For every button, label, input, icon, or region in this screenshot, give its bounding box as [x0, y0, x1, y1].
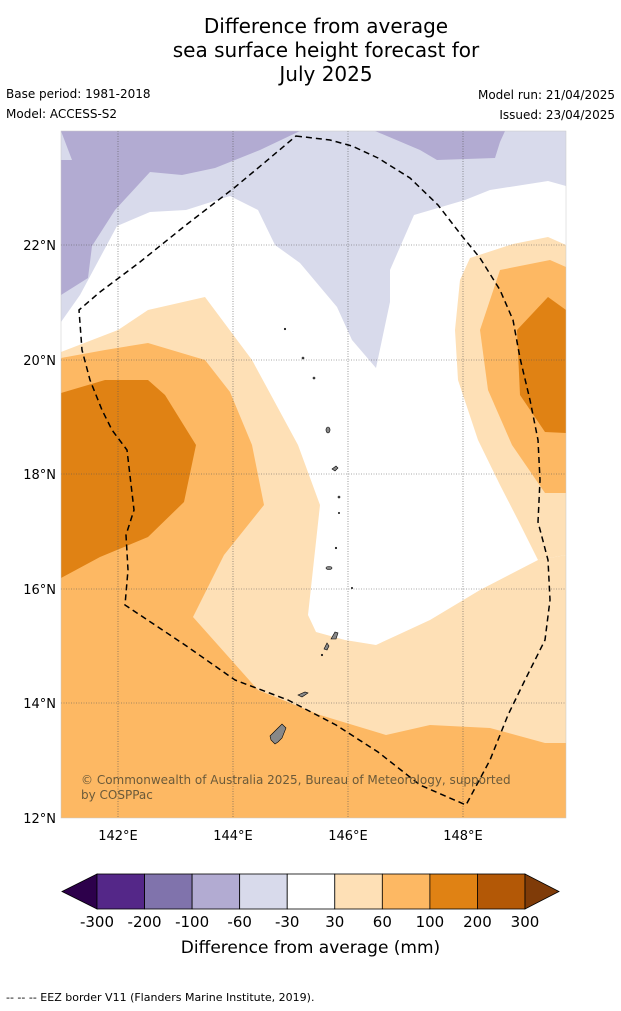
colorbar-swatch [334, 873, 383, 910]
colorbar-title: Difference from average (mm) [180, 938, 441, 958]
longitude-axis: 142°E 144°E 146°E 148°E [98, 829, 483, 844]
colorbar-swatch [191, 873, 241, 910]
colorbar-tick-label: 30 [325, 913, 344, 931]
colorbar-swatch [239, 873, 288, 910]
colorbar-tick-label: -200 [128, 913, 162, 931]
colorbar-swatch [429, 873, 478, 910]
copyright-line-2: by COSPPac [81, 788, 153, 802]
colorbar-swatch [286, 873, 336, 910]
title-line-3: July 2025 [279, 62, 373, 86]
contour-fill-layer [61, 131, 566, 818]
model-run-label: Model run: 21/04/2025 [477, 88, 615, 102]
band-neutral-north [61, 131, 566, 645]
colorbar-swatch [381, 873, 431, 910]
eez-footnote: -- -- -- EEZ border V11 (Flanders Marine… [6, 991, 315, 1004]
band-neg60-neg30 [61, 131, 566, 368]
base-period-label: Base period: 1981-2018 [6, 87, 151, 101]
colorbar-swatch [96, 873, 145, 910]
lat-label: 12°N [23, 812, 56, 827]
lat-label: 16°N [23, 583, 56, 598]
colorbar: -300 -200 -100 -60 -30 30 60 100 200 300 [61, 873, 560, 931]
lon-label: 146°E [328, 829, 368, 844]
title-line-1: Difference from average [203, 14, 449, 38]
lon-label: 144°E [213, 829, 253, 844]
band-100-200-west [61, 380, 196, 578]
chart-title: Difference from average sea surface heig… [0, 14, 621, 86]
title-line-2: sea surface height forecast for [172, 38, 480, 62]
colorbar-swatch [477, 873, 526, 910]
issued-label: Issued: 23/04/2025 [499, 108, 615, 122]
lat-label: 14°N [23, 697, 56, 712]
lon-label: 142°E [98, 829, 138, 844]
colorbar-tick-label: 100 [416, 913, 445, 931]
map-gridlines [61, 131, 566, 818]
colorbar-tick-label: -100 [175, 913, 209, 931]
latitude-axis: 22°N 20°N 18°N 16°N 14°N 12°N [23, 239, 56, 827]
eez-border [78, 135, 551, 806]
lon-label: 148°E [443, 829, 483, 844]
colorbar-extend-low [61, 873, 98, 910]
lat-label: 22°N [23, 239, 56, 254]
colorbar-tick-label: -30 [275, 913, 300, 931]
band-neg100-neg60 [61, 131, 505, 295]
colorbar-extend-high [524, 873, 560, 910]
island-chain [269, 327, 353, 745]
lat-label: 20°N [23, 354, 56, 369]
colorbar-swatch [144, 873, 193, 910]
colorbar-tick-label: 200 [463, 913, 492, 931]
map-frame [60, 130, 567, 819]
colorbar-tick-label: 300 [511, 913, 540, 931]
model-label: Model: ACCESS-S2 [6, 107, 118, 121]
colorbar-tick-label: 60 [373, 913, 392, 931]
colorbar-tick-label: -300 [80, 913, 114, 931]
colorbar-tick-label: -60 [227, 913, 252, 931]
copyright-line-1: © Commonwealth of Australia 2025, Bureau… [81, 773, 511, 787]
lat-label: 18°N [23, 468, 56, 483]
